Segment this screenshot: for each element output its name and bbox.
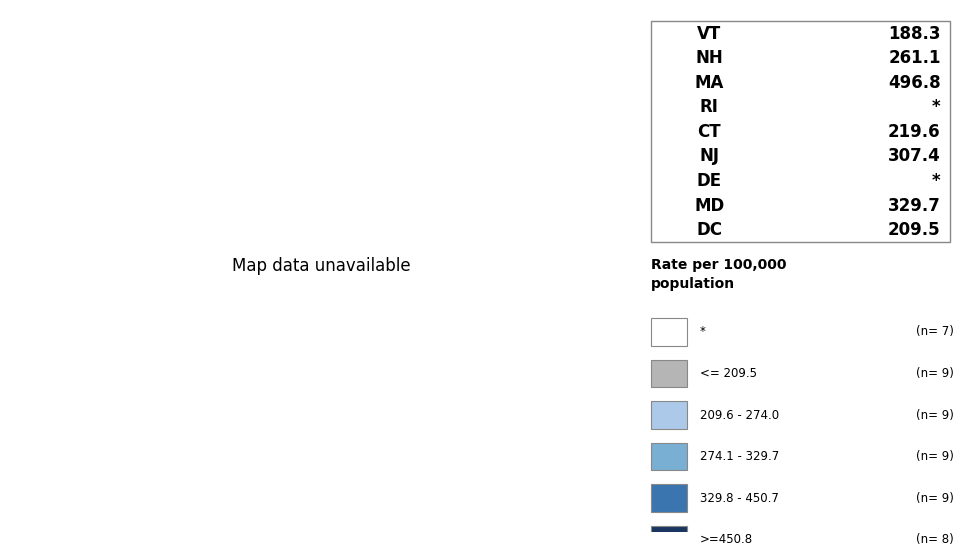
Text: <= 209.5: <= 209.5 xyxy=(700,367,756,380)
Text: NJ: NJ xyxy=(699,147,719,166)
Text: *: * xyxy=(932,98,941,116)
Text: MD: MD xyxy=(694,197,724,214)
Text: 261.1: 261.1 xyxy=(888,49,941,67)
Text: Map data unavailable: Map data unavailable xyxy=(232,257,411,275)
Text: (n= 9): (n= 9) xyxy=(916,450,953,463)
Text: >=450.8: >=450.8 xyxy=(700,534,753,546)
Bar xyxy=(651,21,950,242)
Text: MA: MA xyxy=(694,74,724,92)
Bar xyxy=(651,484,686,512)
Text: 209.6 - 274.0: 209.6 - 274.0 xyxy=(700,408,779,422)
Text: (n= 9): (n= 9) xyxy=(916,408,953,422)
Text: (n= 7): (n= 7) xyxy=(916,325,953,338)
Text: 209.5: 209.5 xyxy=(888,221,941,239)
Text: 329.7: 329.7 xyxy=(888,197,941,214)
Text: (n= 9): (n= 9) xyxy=(916,491,953,505)
Text: DC: DC xyxy=(696,221,722,239)
Text: CT: CT xyxy=(697,123,721,141)
Text: (n= 8): (n= 8) xyxy=(916,534,953,546)
Bar xyxy=(651,443,686,470)
Bar xyxy=(651,318,686,346)
Bar xyxy=(651,526,686,553)
Bar xyxy=(651,360,686,387)
Text: 274.1 - 329.7: 274.1 - 329.7 xyxy=(700,450,779,463)
Text: 496.8: 496.8 xyxy=(888,74,941,92)
Text: Rate per 100,000
population: Rate per 100,000 population xyxy=(651,258,787,290)
Text: 219.6: 219.6 xyxy=(888,123,941,141)
Bar xyxy=(651,401,686,429)
Text: DE: DE xyxy=(697,172,722,190)
Text: *: * xyxy=(700,325,706,338)
Text: 329.8 - 450.7: 329.8 - 450.7 xyxy=(700,491,779,505)
Text: 307.4: 307.4 xyxy=(888,147,941,166)
Text: RI: RI xyxy=(700,98,719,116)
Text: NH: NH xyxy=(695,49,723,67)
Text: VT: VT xyxy=(697,24,721,43)
Text: *: * xyxy=(932,172,941,190)
Text: 188.3: 188.3 xyxy=(888,24,941,43)
Text: (n= 9): (n= 9) xyxy=(916,367,953,380)
